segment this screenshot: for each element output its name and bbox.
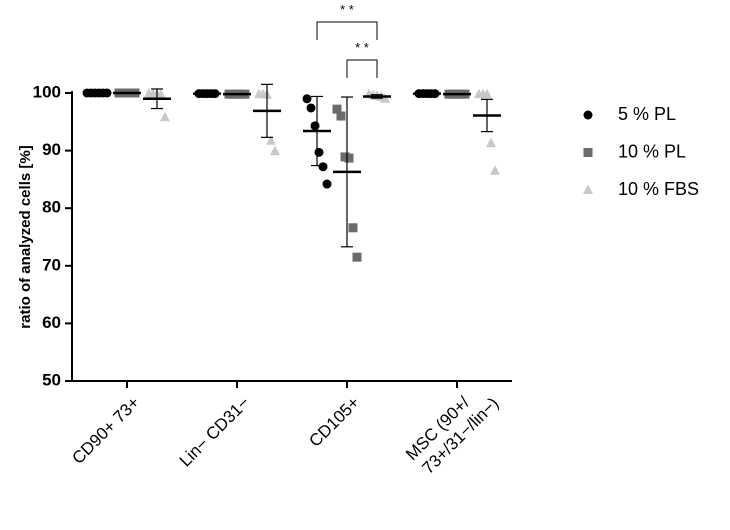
legend-label: 5 % PL xyxy=(618,104,676,124)
point xyxy=(352,252,362,262)
y-tick-label: 70 xyxy=(42,255,61,274)
legend-marker xyxy=(583,148,593,157)
significance-label: * * xyxy=(355,40,369,55)
legend-marker xyxy=(583,184,593,194)
x-tick-label: Lin− CD31− xyxy=(176,393,254,471)
y-tick-label: 100 xyxy=(33,82,61,101)
y-tick-label: 90 xyxy=(42,140,61,159)
point xyxy=(318,162,328,172)
point xyxy=(344,153,354,163)
point xyxy=(332,104,342,114)
y-tick-label: 80 xyxy=(42,198,61,217)
point xyxy=(380,93,390,103)
point xyxy=(156,89,166,99)
point xyxy=(348,223,358,233)
y-tick-label: 50 xyxy=(42,370,61,389)
legend-marker xyxy=(583,110,593,120)
point xyxy=(490,165,500,175)
significance-bracket xyxy=(346,59,378,78)
legend-label: 10 % FBS xyxy=(618,179,699,199)
legend-label: 10 % PL xyxy=(618,141,686,161)
point xyxy=(160,111,170,122)
x-tick-label: MSC (90+/73+/31−/lin−) xyxy=(402,379,502,479)
significance-bracket xyxy=(316,21,378,40)
point xyxy=(336,111,346,121)
point xyxy=(306,103,316,113)
y-axis-label: ratio of analyzed cells [%] xyxy=(17,145,34,328)
point xyxy=(266,135,276,145)
point xyxy=(486,137,496,148)
point xyxy=(310,121,320,131)
point xyxy=(322,179,332,189)
point xyxy=(302,94,312,104)
y-tick-label: 60 xyxy=(42,313,61,332)
x-tick-label: CD105+ xyxy=(305,393,363,451)
significance-label: * * xyxy=(340,2,354,17)
point xyxy=(482,88,492,99)
point xyxy=(314,147,324,157)
x-tick-label: CD90+ 73+ xyxy=(68,393,143,468)
point xyxy=(270,145,280,156)
